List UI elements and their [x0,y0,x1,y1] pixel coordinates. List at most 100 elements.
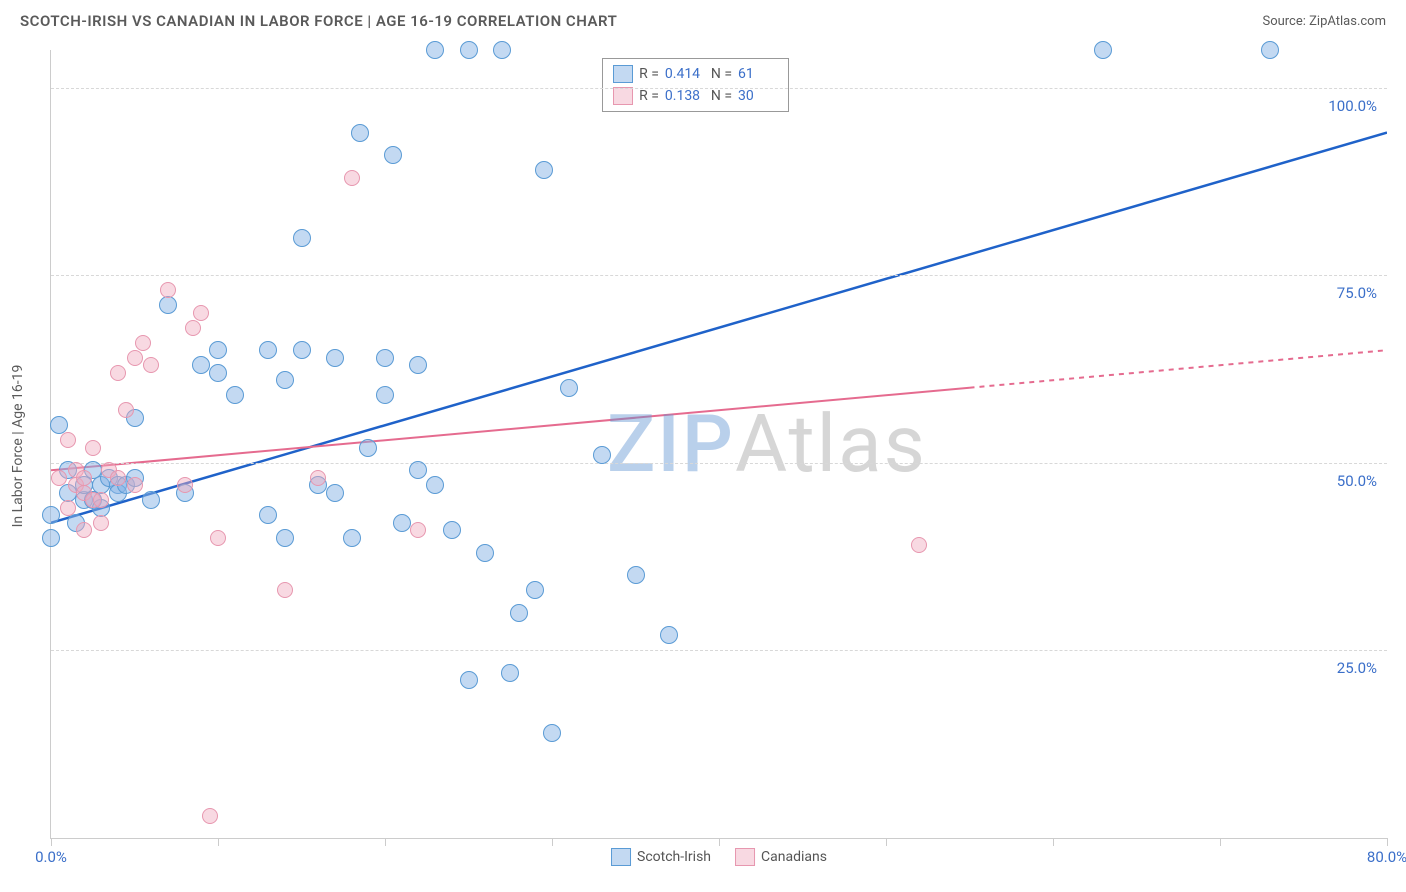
data-point [93,492,109,508]
trend-line [51,133,1387,523]
data-point [160,282,176,298]
data-point [510,604,528,622]
data-point [409,356,427,374]
data-point [42,506,60,524]
swatch-canadians [735,848,755,866]
data-point [177,477,193,493]
legend-swatch [613,65,633,83]
data-point [60,500,76,516]
data-point [535,161,553,179]
data-point [85,440,101,456]
data-point [393,514,411,532]
data-point [326,349,344,367]
data-point [93,515,109,531]
chart-header: SCOTCH-IRISH VS CANADIAN IN LABOR FORCE … [0,0,1406,38]
x-tick [886,838,887,846]
data-point [911,537,927,553]
data-point [326,484,344,502]
legend-item-scotch-irish: Scotch-Irish [611,848,711,866]
data-point [210,530,226,546]
r-label: R = [639,88,659,104]
x-tick [51,838,52,846]
data-point [426,41,444,59]
data-point [110,365,126,381]
data-point [118,402,134,418]
data-point [193,305,209,321]
watermark: ZIPAtlas [607,397,927,491]
n-label: N = [711,66,732,82]
data-point [376,349,394,367]
legend-item-canadians: Canadians [735,848,827,866]
data-point [443,521,461,539]
data-point [593,446,611,464]
data-point [460,41,478,59]
data-point [310,470,326,486]
legend-swatch [613,87,633,105]
legend-label-canadians: Canadians [761,849,827,865]
source-attribution: Source: ZipAtlas.com [1262,14,1386,29]
source-label: Source: [1262,14,1309,29]
y-tick-label: 75.0% [1337,284,1377,302]
data-point [476,544,494,562]
data-point [526,581,544,599]
data-point [185,320,201,336]
data-point [1261,41,1279,59]
data-point [277,582,293,598]
data-point [51,470,67,486]
y-axis-label: In Labor Force | Age 16-19 [10,365,26,528]
n-value: 30 [738,88,778,104]
x-tick [552,838,553,846]
data-point [202,808,218,824]
x-tick-label: 80.0% [1367,848,1406,866]
data-point [493,41,511,59]
gridline [51,650,1387,651]
data-point [142,491,160,509]
data-point [409,461,427,479]
data-point [276,529,294,547]
x-tick-label: 0.0% [35,848,67,866]
y-tick-label: 50.0% [1337,472,1377,490]
x-tick [385,838,386,846]
data-point [660,626,678,644]
watermark-atlas: Atlas [735,397,927,491]
data-point [293,341,311,359]
data-point [276,371,294,389]
data-point [76,470,92,486]
x-tick [719,838,720,846]
data-point [127,477,143,493]
data-point [460,671,478,689]
data-point [135,335,151,351]
gridline [51,88,1387,89]
data-point [259,506,277,524]
data-point [110,470,126,486]
n-value: 61 [738,66,778,82]
chart-title: SCOTCH-IRISH VS CANADIAN IN LABOR FORCE … [20,12,617,30]
data-point [192,356,210,374]
watermark-zip: ZIP [607,397,735,491]
x-tick [218,838,219,846]
r-value: 0.414 [665,66,705,82]
data-point [501,664,519,682]
legend-label-scotch-irish: Scotch-Irish [637,849,711,865]
data-point [344,170,360,186]
data-point [426,476,444,494]
gridline [51,463,1387,464]
correlation-legend: R =0.414N =61R =0.138N =30 [602,58,789,112]
data-point [1094,41,1112,59]
data-point [359,439,377,457]
series-legend: Scotch-Irish Canadians [611,848,827,866]
source-name: ZipAtlas.com [1309,14,1386,29]
y-tick-label: 100.0% [1328,97,1377,115]
data-point [127,350,143,366]
x-tick [1220,838,1221,846]
legend-correlation-row: R =0.414N =61 [613,63,778,85]
data-point [259,341,277,359]
data-point [543,724,561,742]
chart-plot-area: ZIPAtlas R =0.414N =61R =0.138N =30 Scot… [50,50,1387,839]
data-point [343,529,361,547]
data-point [42,529,60,547]
data-point [627,566,645,584]
data-point [293,229,311,247]
trend-line [51,388,970,471]
data-point [376,386,394,404]
